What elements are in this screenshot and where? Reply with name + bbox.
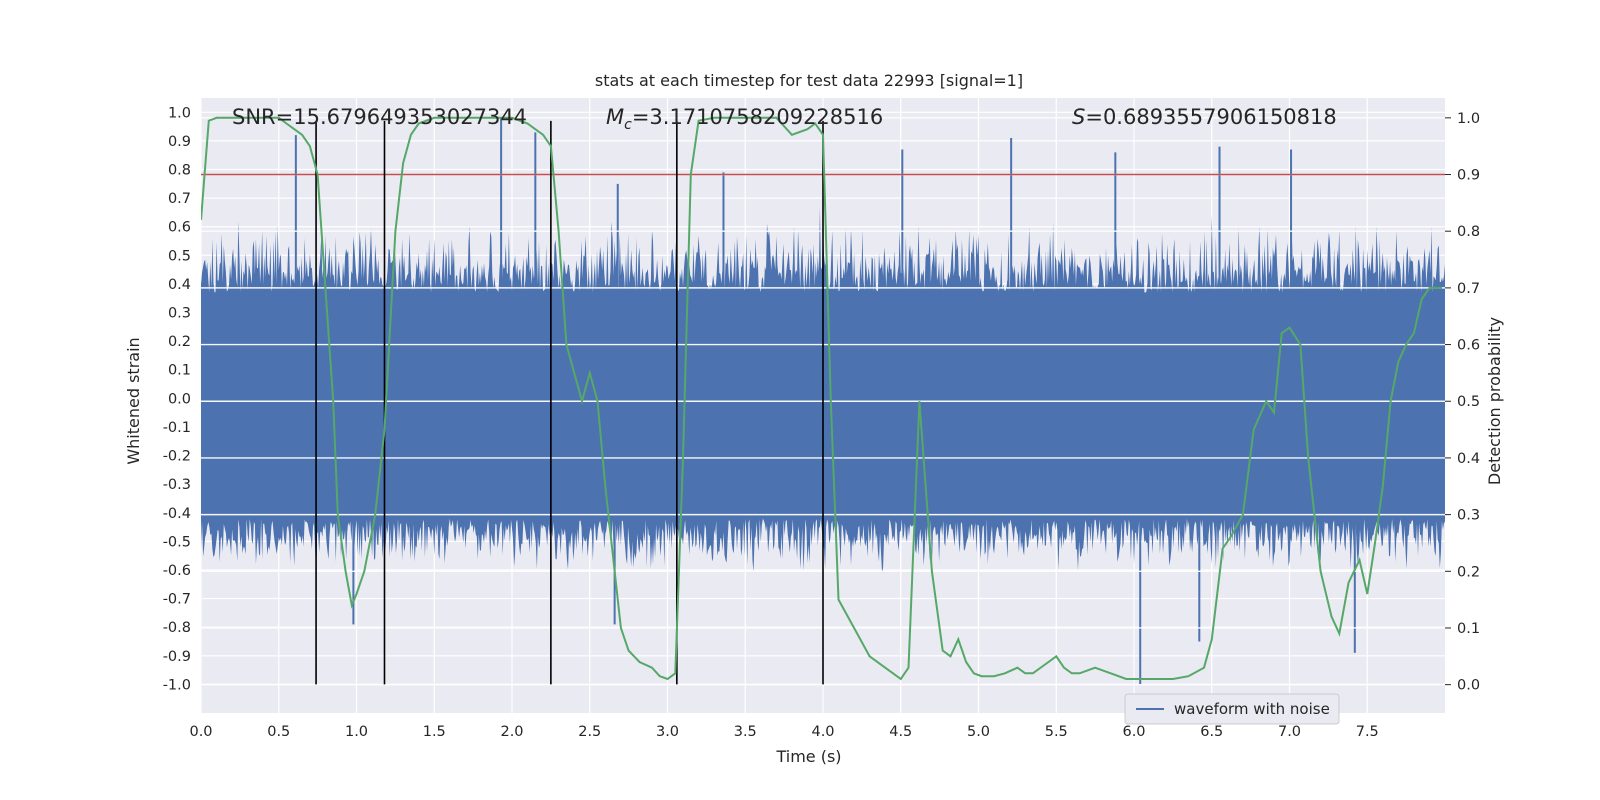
s-value: =0.6893557906150818 bbox=[1085, 105, 1336, 129]
snr-annotation: SNR=15.679649353027344 bbox=[232, 105, 527, 129]
y-left-tick-label: 0.7 bbox=[168, 191, 191, 207]
y-right-axis-ticks: 1.0 0.9 0.8 0.7 0.6 0.5 0.4 0.3 0.2 0.1 0.0 bbox=[1445, 111, 1480, 694]
y-left-tick-label: 0.3 bbox=[168, 306, 191, 322]
y-left-tick-label: -0.6 bbox=[163, 563, 191, 579]
y-right-tick-label: 0.8 bbox=[1457, 224, 1480, 240]
x-tick-label: 3.5 bbox=[734, 724, 757, 740]
y-left-tick-label: 0.5 bbox=[168, 248, 191, 264]
chirp-mass-symbol: M bbox=[606, 105, 624, 129]
y-left-tick-label: -0.9 bbox=[163, 649, 191, 665]
x-tick-label: 0.5 bbox=[267, 724, 290, 740]
y-left-tick-label: 1.0 bbox=[168, 105, 191, 121]
y-left-axis-label: Whitened strain bbox=[124, 337, 143, 464]
y-left-tick-label: -0.1 bbox=[163, 420, 191, 436]
x-tick-label: 1.5 bbox=[423, 724, 446, 740]
x-tick-label: 4.5 bbox=[889, 724, 912, 740]
y-right-axis-label: Detection probability bbox=[1485, 317, 1504, 485]
x-tick-label: 5.0 bbox=[967, 724, 990, 740]
y-left-tick-label: 0.8 bbox=[168, 163, 191, 179]
y-right-tick-label: 0.3 bbox=[1457, 508, 1480, 524]
x-tick-label: 6.0 bbox=[1122, 724, 1145, 740]
x-tick-label: 1.0 bbox=[345, 724, 368, 740]
legend-entry-waveform: waveform with noise bbox=[1174, 700, 1330, 718]
x-axis-ticks: 0.0 0.5 1.0 1.5 2.0 2.5 3.0 3.5 4.0 4.5 5.0 5.5 6.0 6… bbox=[189, 724, 1378, 740]
y-right-tick-label: 0.2 bbox=[1457, 564, 1480, 580]
probability-line bbox=[201, 116, 1442, 681]
y-left-tick-label: -1.0 bbox=[163, 677, 191, 693]
legend-box bbox=[1124, 693, 1340, 725]
s-symbol: S bbox=[1072, 105, 1085, 129]
y-left-tick-label: 0.2 bbox=[168, 334, 191, 350]
y-left-tick-label: 0.9 bbox=[168, 134, 191, 150]
x-tick-label: 2.5 bbox=[578, 724, 601, 740]
y-left-tick-label: -0.2 bbox=[163, 449, 191, 465]
y-right-tick-label: 0.1 bbox=[1457, 621, 1480, 637]
chart-title: stats at each timestep for test data 229… bbox=[595, 71, 1023, 90]
x-tick-label: 4.0 bbox=[811, 724, 834, 740]
y-left-tick-label: -0.3 bbox=[163, 477, 191, 493]
vertical-markers bbox=[315, 120, 824, 685]
chirp-mass-value: =3.1710758209228516 bbox=[632, 105, 883, 129]
waveform-series bbox=[294, 118, 1356, 685]
y-right-tick-label: 0.0 bbox=[1457, 678, 1480, 694]
y-right-tick-label: 1.0 bbox=[1457, 111, 1480, 127]
x-tick-label: 5.5 bbox=[1045, 724, 1068, 740]
y-right-tick-label: 0.6 bbox=[1457, 338, 1480, 354]
y-left-tick-label: 0.0 bbox=[168, 391, 191, 407]
chirp-mass-annotation: Mc=3.1710758209228516 bbox=[606, 105, 883, 133]
x-tick-label: 0.0 bbox=[189, 724, 212, 740]
y-left-tick-label: -0.5 bbox=[163, 534, 191, 550]
x-tick-label: 7.5 bbox=[1356, 724, 1379, 740]
x-tick-label: 2.0 bbox=[500, 724, 523, 740]
x-axis-label: Time (s) bbox=[775, 747, 841, 766]
y-left-tick-label: -0.4 bbox=[163, 506, 191, 522]
y-left-tick-label: -0.8 bbox=[163, 620, 191, 636]
y-left-axis-ticks: 1.0 0.9 0.8 0.7 0.6 0.5 0.4 0.3 0.2 0.1 0.0 -0.1 -0.… bbox=[163, 105, 191, 693]
y-right-tick-label: 0.9 bbox=[1457, 168, 1480, 184]
y-right-tick-label: 0.5 bbox=[1457, 394, 1480, 410]
legend: waveform with noise bbox=[1124, 693, 1340, 725]
y-left-tick-label: 0.6 bbox=[168, 220, 191, 236]
x-tick-label: 6.5 bbox=[1200, 724, 1223, 740]
chirp-mass-subscript: c bbox=[624, 117, 632, 133]
y-left-tick-label: -0.7 bbox=[163, 592, 191, 608]
y-left-tick-label: 0.1 bbox=[168, 363, 191, 379]
y-right-tick-label: 0.4 bbox=[1457, 451, 1480, 467]
y-right-tick-label: 0.7 bbox=[1457, 281, 1480, 297]
x-tick-label: 7.0 bbox=[1278, 724, 1301, 740]
s-annotation: S=0.6893557906150818 bbox=[1072, 105, 1337, 129]
y-left-tick-label: 0.4 bbox=[168, 277, 191, 293]
x-tick-label: 3.0 bbox=[656, 724, 679, 740]
